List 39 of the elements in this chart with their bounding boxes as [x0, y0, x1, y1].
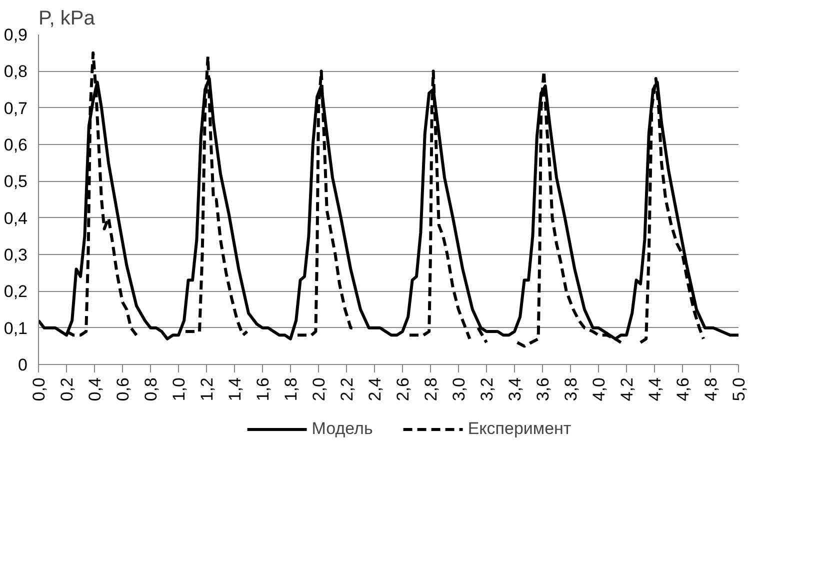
x-tick-label: 4,6 — [674, 377, 692, 402]
x-tick-label: 0,6 — [114, 377, 132, 402]
legend-label: Модель — [312, 419, 373, 439]
x-tick-label: 3,8 — [562, 377, 580, 402]
x-tick-label: 2,2 — [338, 377, 356, 402]
x-tick-label: 1,4 — [226, 377, 244, 402]
x-tick-label: 1,2 — [198, 377, 216, 402]
x-tick-label: 2,6 — [394, 377, 412, 402]
x-tick-label: 3,2 — [478, 377, 496, 402]
x-tick-label: 2,4 — [366, 377, 384, 402]
x-tick-label: 1,6 — [254, 377, 272, 402]
x-tick-label: 3,6 — [534, 377, 552, 402]
y-tick-label: 0,3 — [4, 246, 28, 264]
y-tick-label: 0,8 — [4, 62, 28, 82]
x-tick-label: 1,8 — [282, 377, 300, 402]
y-tick-label: 0,5 — [4, 172, 28, 192]
x-tick-label: 0,4 — [86, 377, 104, 402]
x-tick-label: 0,8 — [142, 377, 160, 402]
x-tick-label: 3,0 — [450, 377, 468, 402]
x-tick-label: 0,0 — [30, 377, 48, 402]
x-tick-label: 0,2 — [58, 377, 76, 402]
x-tick-label: 2,8 — [422, 377, 440, 402]
x-tick-label: 5,0 — [730, 377, 748, 402]
y-tick-label: 0,1 — [4, 318, 28, 338]
y-tick-label: 0,9 — [4, 26, 28, 44]
x-tick-label: 4,8 — [702, 377, 720, 402]
y-tick-label: 0 — [18, 356, 28, 374]
x-tick-label: 1,0 — [170, 377, 188, 402]
legend-label: Експеримент — [468, 419, 572, 439]
x-tick-label: 4,0 — [590, 377, 608, 402]
y-tick-label: 0,6 — [4, 136, 28, 154]
y-tick-label: 0,2 — [4, 282, 28, 302]
y-tick-label: 0,4 — [4, 208, 28, 228]
y-tick-label: 0,7 — [4, 98, 28, 118]
x-tick-label: 4,2 — [618, 377, 636, 402]
y-axis-title: P, kPa — [38, 8, 96, 30]
x-tick-label: 4,4 — [646, 377, 664, 402]
x-tick-label: 3,4 — [506, 377, 524, 402]
x-tick-label: 2,0 — [310, 377, 328, 402]
